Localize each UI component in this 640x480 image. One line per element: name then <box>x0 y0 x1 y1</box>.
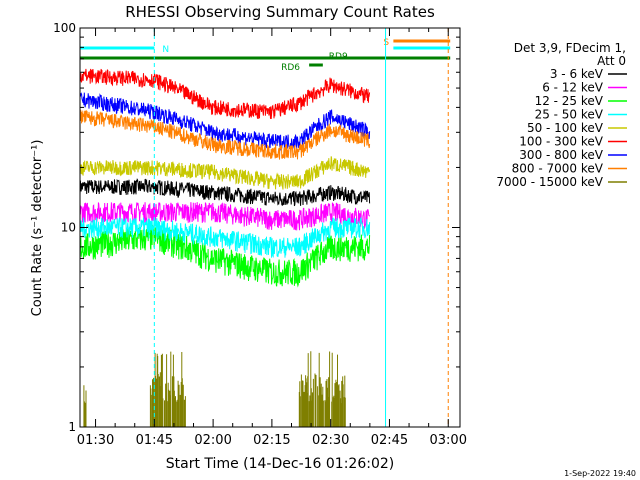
flag-label-rd6: RD6 <box>281 63 300 73</box>
x-tick-label: 01:30 <box>77 433 114 448</box>
y-tick-label: 1 <box>68 420 76 434</box>
series-line-6-12-kev <box>79 201 371 231</box>
x-tick-label: 01:45 <box>136 433 173 448</box>
legend-entry-label: 800 - 7000 keV <box>512 162 604 176</box>
legend-entry-label: 100 - 300 keV <box>519 135 603 149</box>
series-line-50-100-kev <box>79 156 371 190</box>
legend-entry-label: 12 - 25 keV <box>535 94 604 108</box>
x-axis-label: Start Time (14-Dec-16 01:26:02) <box>166 456 394 472</box>
series-line-300-800-kev <box>79 92 371 151</box>
series-line-100-300-kev <box>79 68 371 120</box>
timestamp: 1-Sep-2022 19:40 <box>564 469 636 478</box>
legend-entry-label: 50 - 100 keV <box>527 121 604 135</box>
legend-entry-label: 6 - 12 keV <box>542 81 604 95</box>
series-line-3-6-kev <box>79 178 371 207</box>
y-tick-label: 10 <box>61 221 76 235</box>
y-axis-label: Count Rate (s⁻¹ detector⁻¹) <box>30 140 45 317</box>
legend-entry-label: 25 - 50 keV <box>535 108 604 122</box>
series-line-7000-15000-kev <box>83 351 346 427</box>
y-tick-label: 100 <box>53 21 76 35</box>
series-line-12-25-kev <box>79 224 371 288</box>
series-line-25-50-kev <box>79 216 371 258</box>
x-tick-label: 02:15 <box>253 433 290 448</box>
flag-label-rd9: RD9 <box>329 52 348 62</box>
x-tick-label: 02:30 <box>312 433 349 448</box>
legend-entry-label: 300 - 800 keV <box>519 148 603 162</box>
legend-header: Att 0 <box>597 54 626 68</box>
series-line-800-7000-kev <box>79 109 371 160</box>
flag-label-n: N <box>162 45 169 55</box>
x-tick-label: 02:45 <box>371 433 408 448</box>
chart-title: RHESSI Observing Summary Count Rates <box>125 3 435 21</box>
x-tick-label: 03:00 <box>430 433 467 448</box>
legend-header: Det 3,9, FDecim 1, <box>514 41 626 55</box>
legend-entry-label: 3 - 6 keV <box>550 67 604 81</box>
flag-label-s: S <box>383 38 389 48</box>
legend-entry-label: 7000 - 15000 keV <box>496 175 603 189</box>
x-tick-label: 02:00 <box>194 433 231 448</box>
plot-area: N S RD6 RD9 1 10 100 01:30 01:45 02:00 02:15 02:30 0… <box>53 21 467 448</box>
